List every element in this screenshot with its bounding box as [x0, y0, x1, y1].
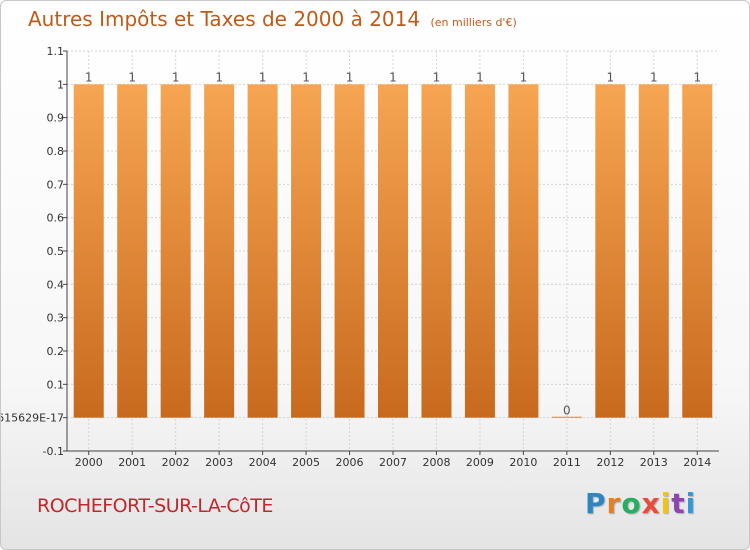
x-tick-label-2006: 2006	[336, 456, 364, 469]
value-label-2006: 1	[346, 70, 354, 84]
bar-2000	[73, 84, 104, 418]
y-tick-label: 0.8	[47, 145, 65, 158]
bar-2002	[160, 84, 191, 418]
y-tick-label: 0.2	[47, 345, 65, 358]
x-tick-label-2009: 2009	[466, 456, 494, 469]
bar-2009	[464, 84, 495, 418]
value-label-2007: 1	[389, 70, 397, 84]
x-tick-label-2007: 2007	[379, 456, 407, 469]
x-tick-label-2004: 2004	[249, 456, 277, 469]
y-tick-label: 0.9	[47, 112, 65, 125]
x-tick-label-2001: 2001	[118, 456, 146, 469]
value-label-2014: 1	[693, 70, 701, 84]
y-tick-label: 0.1	[47, 378, 65, 391]
value-label-2000: 1	[85, 70, 93, 84]
value-label-2009: 1	[476, 70, 484, 84]
chart-title-text: Autres Impôts et Taxes de 2000 à 2014	[28, 7, 421, 31]
bar-2011	[551, 416, 582, 418]
value-label-2013: 1	[650, 70, 658, 84]
value-label-2008: 1	[433, 70, 441, 84]
x-tick-label-2003: 2003	[205, 456, 233, 469]
y-tick-label: 0.3	[47, 312, 65, 325]
bar-2007	[378, 84, 408, 418]
bar-2001	[117, 84, 148, 418]
proxiti-logo[interactable]: Proxiti	[585, 487, 697, 520]
x-tick-label-2000: 2000	[75, 456, 103, 469]
value-label-2003: 1	[215, 70, 223, 84]
bar-2012	[595, 84, 626, 418]
y-tick-label: 0.6	[47, 212, 65, 225]
chart-title: Autres Impôts et Taxes de 2000 à 2014 (e…	[28, 7, 517, 31]
value-label-2005: 1	[302, 70, 310, 84]
chart-unit-label: (en milliers d'€)	[430, 16, 517, 29]
x-tick-label-2002: 2002	[162, 456, 190, 469]
x-tick-label-2010: 2010	[509, 456, 537, 469]
value-label-2010: 1	[520, 70, 528, 84]
x-tick-label-2012: 2012	[596, 456, 624, 469]
bar-2003	[204, 84, 235, 418]
town-name: ROCHEFORT-SUR-LA-CôTE	[37, 495, 273, 517]
y-tick-label: -0.1	[43, 445, 64, 458]
y-tick-label: 1	[57, 78, 64, 91]
x-tick-label-2014: 2014	[683, 456, 711, 469]
y-tick-label: -2.7755575615629E-17	[1, 412, 64, 425]
bar-2010	[508, 84, 539, 418]
x-tick-label-2013: 2013	[640, 456, 668, 469]
bar-2008	[421, 84, 452, 418]
value-label-2002: 1	[172, 70, 180, 84]
value-label-2012: 1	[607, 70, 615, 84]
bar-2013	[638, 84, 669, 418]
value-label-2001: 1	[128, 70, 136, 84]
bar-2005	[291, 84, 322, 418]
y-tick-label: 0.7	[47, 178, 65, 191]
x-tick-label-2011: 2011	[553, 456, 581, 469]
bar-2004	[247, 84, 278, 418]
bar-2006	[334, 84, 365, 418]
value-label-2004: 1	[259, 70, 267, 84]
x-tick-label-2005: 2005	[292, 456, 320, 469]
bar-2014	[682, 84, 713, 418]
y-tick-label: 0.4	[47, 278, 65, 291]
x-tick-label-2008: 2008	[422, 456, 450, 469]
y-tick-label: 1.1	[47, 45, 65, 58]
y-tick-label: 0.5	[47, 245, 65, 258]
value-label-2011: 0	[563, 404, 571, 418]
